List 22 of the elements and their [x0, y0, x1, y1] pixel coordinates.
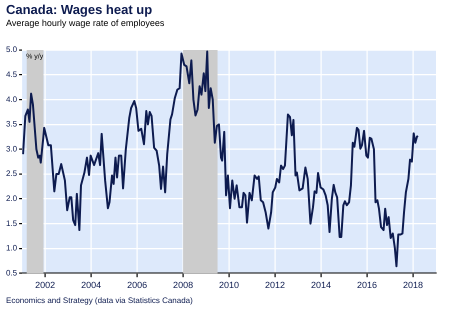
- x-tick-label: 2006: [127, 280, 148, 290]
- x-tick-label: 2016: [357, 280, 378, 290]
- y-tick-label: 1.5: [6, 218, 18, 228]
- x-tick-label: 2018: [402, 280, 424, 290]
- y-tick-label: 2.0: [6, 194, 18, 204]
- y-tick-label: 4.0: [6, 94, 18, 104]
- x-tick-label: 2014: [311, 280, 332, 290]
- x-tick-label: 2012: [265, 280, 286, 290]
- chart-title: Canada: Wages heat up: [6, 2, 152, 17]
- y-tick-label: 1.0: [6, 244, 18, 253]
- y-tick-label: 4.5: [6, 70, 18, 80]
- chart-subtitle: Average hourly wage rate of employees: [6, 18, 164, 28]
- x-tick-label: 2002: [35, 280, 56, 290]
- x-tick-label: 2010: [219, 280, 240, 290]
- y-tick-label: 5.0: [6, 45, 18, 54]
- y-tick-label: 0.5: [6, 268, 18, 278]
- y-tick-label: 3.5: [6, 120, 18, 129]
- x-tick-label: 2008: [173, 280, 194, 290]
- text: Economics and Strategy (data via Statistics Canada): [6, 296, 193, 305]
- x-tick-label: 2004: [81, 280, 102, 290]
- y-tick-label: 2.5: [6, 169, 18, 178]
- y-tick-label: 3.0: [6, 144, 18, 154]
